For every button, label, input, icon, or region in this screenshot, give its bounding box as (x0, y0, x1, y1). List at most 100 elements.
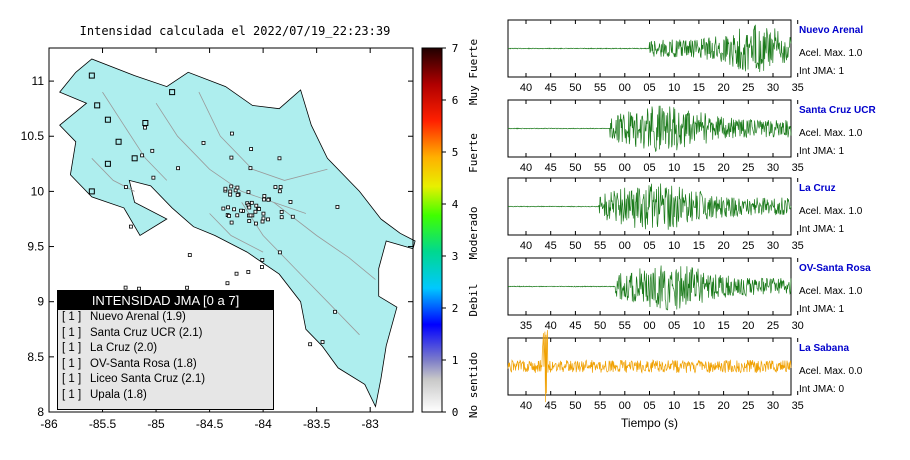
station-marker (235, 185, 240, 190)
station-marker (232, 207, 237, 212)
legend-item: [ 1 ] Nuevo Arenal (1.9) (58, 310, 273, 326)
station-marker (88, 72, 95, 79)
waveform-tick-label: 45 (569, 320, 581, 332)
station-marker (261, 211, 266, 216)
station-marker (266, 197, 271, 202)
station-marker (253, 209, 258, 214)
waveform-tick-label: 15 (693, 240, 705, 252)
station-marker (249, 200, 254, 205)
waveform-tick-label: 10 (668, 400, 680, 412)
legend-item: [ 1 ] Santa Cruz UCR (2.1) (58, 326, 273, 342)
station-marker (185, 285, 189, 290)
intensity-colorbar: 0 1 2 3 4 5 6 7 No sentido Debil Moderado Fuerte Muy… (421, 39, 480, 419)
waveform-tick-label: 50 (569, 82, 581, 94)
waveform-tick-label: 00 (643, 320, 655, 332)
waveform-tick-label: 15 (693, 400, 705, 412)
waveform-tick-label: 25 (742, 162, 754, 174)
map-frame (48, 47, 414, 413)
waveform-tick-label: 25 (742, 82, 754, 94)
legend-item: [ 1 ] Upala (1.8) (58, 388, 273, 404)
legend-item: [ 1 ] OV-Santa Rosa (1.8) (58, 357, 273, 373)
station-marker (290, 214, 295, 219)
border-line (273, 202, 376, 280)
waveform-trace (507, 105, 792, 153)
station-marker (235, 213, 240, 218)
colorbar-tick-label: 2 (452, 302, 459, 315)
station-marker (247, 219, 252, 223)
waveform-tick-label: 20 (717, 240, 729, 252)
waveform-tick-label: 15 (693, 82, 705, 94)
station-marker (248, 213, 253, 218)
station-marker (320, 340, 325, 344)
legend-item: [ 1 ] Liceo Santa Cruz (2.1) (58, 372, 273, 388)
waveform-tick-label: 25 (742, 240, 754, 252)
station-marker (246, 270, 251, 274)
intensity-legend: INTENSIDAD JMA [0 a 7] [ 1 ] Nuevo Arenal… (57, 290, 274, 410)
waveform-tick-label: 20 (717, 162, 729, 174)
legend-item-label: Santa Cruz UCR (2.1) (90, 326, 203, 339)
x-tick-label: -85 (147, 417, 165, 431)
station-marker (335, 205, 340, 209)
waveform-tick-label: 40 (520, 240, 532, 252)
waveform-tick-label: 55 (594, 240, 606, 252)
station-marker (187, 253, 192, 257)
waveform-tick-label: 05 (643, 400, 655, 412)
waveform-tick-label: 25 (767, 320, 779, 332)
station-marker (273, 185, 278, 190)
legend-item-label: Nuevo Arenal (1.9) (90, 311, 186, 323)
waveform-tick-label: 05 (643, 240, 655, 252)
waveform-xlabel: Tiempo (s) (621, 416, 678, 430)
station-marker (124, 185, 128, 189)
waveform-trace (507, 265, 792, 311)
station-marker (279, 215, 284, 220)
waveform-tick-label: 40 (520, 162, 532, 174)
station-marker (257, 207, 261, 211)
colorbar-tick-label: 7 (452, 42, 459, 55)
waveform-tick-label: 00 (619, 400, 631, 412)
station-name: La Cruz (799, 183, 836, 194)
station-jma: Int JMA: 1 (799, 66, 844, 77)
station-marker (225, 281, 230, 286)
waveform-tick-label: 55 (619, 320, 631, 332)
waveform-tick-label: 30 (767, 400, 779, 412)
y-tick-label: 10.5 (21, 129, 45, 143)
station-marker (104, 116, 111, 123)
legend-item-label: Upala (1.8) (90, 388, 147, 401)
station-marker (277, 189, 282, 194)
waveform-frame (507, 337, 792, 396)
station-name: Santa Cruz UCR (799, 105, 876, 116)
station-marker (262, 194, 267, 198)
station-marker (277, 250, 282, 255)
legend-item-level: [ 1 ] (62, 311, 82, 323)
waveform-tick-label: 45 (545, 240, 557, 252)
station-marker (278, 185, 283, 189)
colorbar-tick-label: 0 (452, 406, 459, 419)
waveform-tick-label: 35 (792, 162, 804, 174)
station-marker (104, 160, 111, 167)
waveform-tick-label: 30 (767, 82, 779, 94)
waveform-tick-label: 30 (767, 162, 779, 174)
waveform-tick-label: 10 (668, 162, 680, 174)
waveform-tick-label: 50 (569, 240, 581, 252)
legend-item-label: Liceo Santa Cruz (2.1) (90, 373, 206, 385)
waveform-trace (507, 183, 792, 230)
legend-item: [ 1 ] La Cruz (2.0) (58, 341, 273, 357)
colorbar-tick-label: 5 (452, 146, 459, 159)
waveform-tick-label: 30 (767, 240, 779, 252)
waveform-tick-label: 10 (693, 320, 705, 332)
station-marker (150, 148, 155, 153)
waveform-tick-label: 35 (520, 320, 532, 332)
border-line (102, 91, 168, 181)
waveform-tick-label: 55 (594, 82, 606, 94)
legend-item-level: [ 1 ] (62, 357, 82, 370)
station-accel: Acel. Max. 1.0 (799, 286, 863, 297)
station-jma: Int JMA: 0 (799, 384, 844, 395)
colorbar-tick-label: 4 (452, 198, 459, 211)
waveform-tick-label: 45 (545, 400, 557, 412)
station-marker (279, 210, 284, 214)
waveform-tick-label: 35 (792, 240, 804, 252)
station-marker (201, 141, 206, 145)
station-jma: Int JMA: 1 (799, 146, 844, 157)
colorbar-category-label: No sentido (467, 352, 480, 418)
